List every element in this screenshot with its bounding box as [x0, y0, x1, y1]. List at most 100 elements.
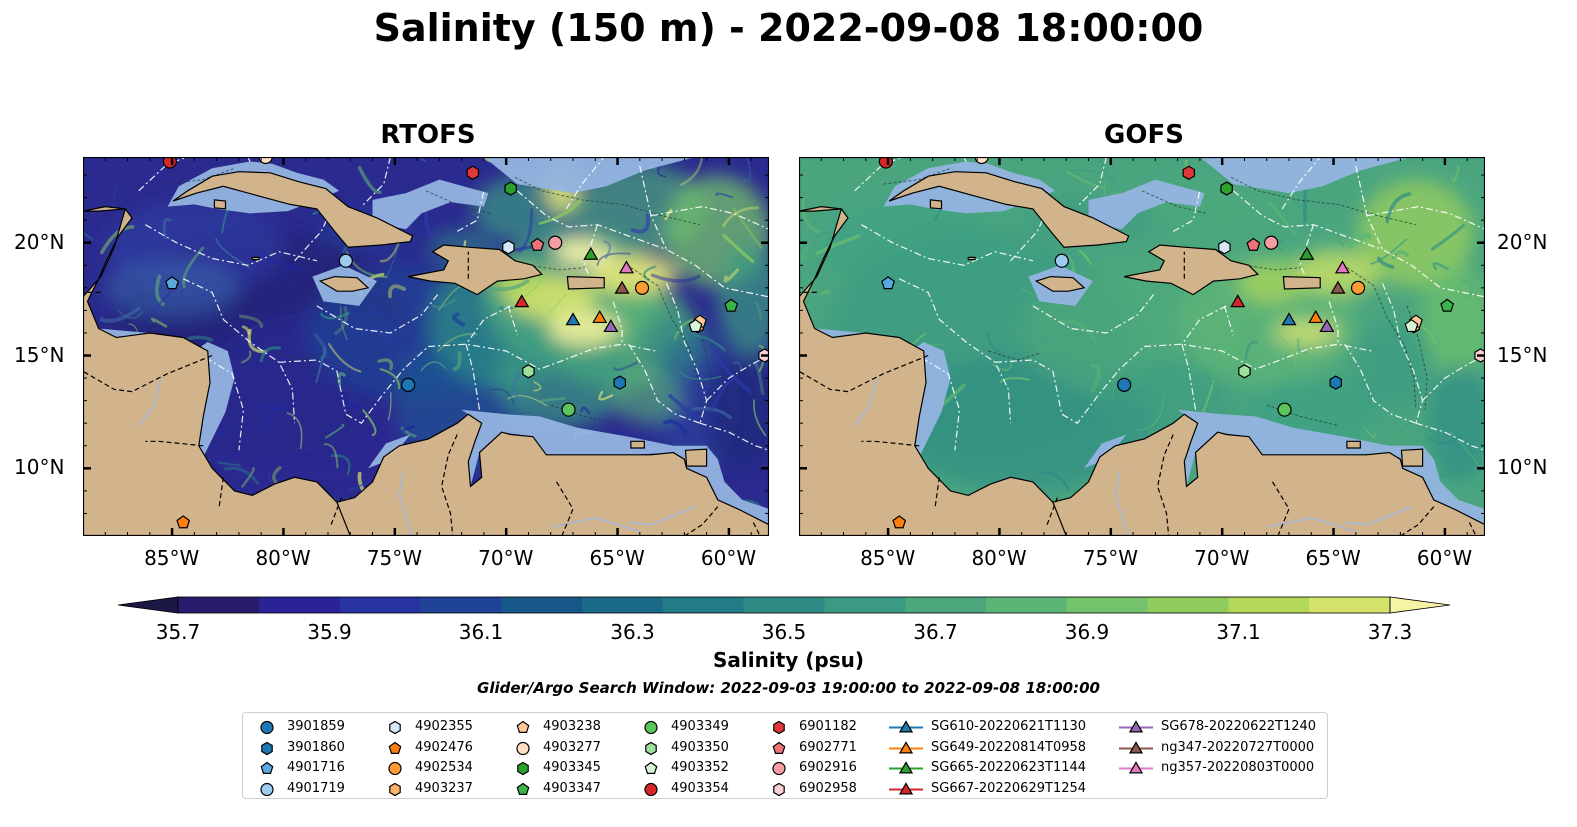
legend-marker-circle-icon	[772, 761, 786, 776]
marker-glider-SG667-20220629T1254	[1230, 294, 1246, 308]
legend-label: 4901719	[287, 780, 345, 796]
marker-float-4902534	[1350, 280, 1366, 295]
marker-glider-SG649-20220814T0958	[1308, 309, 1324, 324]
marker-glider-ng357-20220803T0000	[1334, 260, 1350, 274]
legend-label: 4903347	[543, 780, 601, 796]
legend-line-triangle-icon	[889, 740, 923, 753]
country-border	[1270, 479, 1290, 536]
marker-4903345	[517, 761, 529, 776]
country-border	[934, 477, 940, 509]
legend-label: SG649-20220814T0958	[931, 739, 1087, 755]
marker-float-4902476	[176, 515, 191, 529]
land-central-america	[83, 157, 354, 536]
eez-boundary	[898, 278, 1012, 424]
marker-float-4903354	[162, 157, 177, 169]
colorbar-tick-label: 35.9	[307, 620, 352, 644]
legend-marker-circle-icon	[644, 782, 658, 796]
river	[1344, 506, 1412, 526]
marker-float-4903347	[724, 298, 739, 312]
lon-tick-label: 85°W	[860, 546, 916, 570]
legend-marker-circle-icon	[644, 720, 658, 735]
marker-float-4902355	[1218, 240, 1231, 255]
isobath-contour	[1346, 267, 1417, 410]
legend-marker-circle-icon	[260, 720, 274, 735]
marker-4902534	[388, 761, 402, 776]
legend-label: 4903349	[671, 719, 729, 734]
land-isla-juventud	[213, 199, 227, 210]
marker-float-4901719	[338, 253, 353, 268]
eez-boundary	[650, 205, 769, 230]
marker-float-4902534	[634, 280, 650, 295]
marker-float-3901859	[1117, 377, 1132, 392]
eez-boundary	[639, 165, 769, 298]
river	[138, 377, 162, 426]
colorbar-label: Salinity (psu)	[712, 648, 864, 672]
lon-tick-label: 60°W	[1416, 546, 1473, 570]
eez-boundary	[507, 305, 518, 336]
colorbar-segment	[1309, 597, 1391, 613]
isobath-contour	[1244, 264, 1303, 271]
legend-marker-hexagon-icon	[261, 741, 273, 755]
lon-tick-label: 65°W	[589, 546, 645, 570]
colorbar-tick-label: 36.3	[610, 620, 655, 644]
country-border	[554, 479, 574, 536]
country-border	[218, 477, 224, 509]
marker-6902771	[772, 741, 786, 754]
marker-4903347	[516, 782, 530, 795]
colorbar-tick-label: 37.1	[1216, 620, 1261, 644]
country-border	[1156, 434, 1174, 536]
marker-float-4901719	[1054, 253, 1069, 268]
legend-line-triangle-icon	[889, 761, 923, 774]
colorbar-segment	[824, 597, 906, 613]
colorbar-segment	[420, 597, 502, 613]
legend-label: 4903352	[671, 760, 729, 775]
marker-float-4903352	[1404, 318, 1419, 333]
colorbar-segment	[1147, 597, 1229, 613]
eez-boundary	[821, 339, 961, 451]
legend-marker-circle-icon	[260, 782, 274, 796]
lat-tick-label-right: 10°N	[1497, 455, 1548, 480]
lon-tick-label: 80°W	[971, 546, 1027, 570]
colorbar-segment	[339, 597, 421, 613]
river	[550, 517, 641, 533]
legend-marker-hexagon-icon	[773, 782, 785, 796]
legend-label: 4902355	[415, 719, 473, 734]
marker-float-3901860	[1329, 375, 1343, 390]
legend-label: SG667-20220629T1254	[931, 780, 1087, 796]
legend-line-triangle-icon	[1119, 761, 1153, 774]
country-border	[329, 497, 342, 528]
marker-glider-SG667-20220629T1254	[514, 294, 530, 308]
marker-float-6902916	[1264, 235, 1279, 250]
marker-glider-ng347-20220727T0000	[1330, 280, 1346, 294]
country-border	[1045, 497, 1058, 528]
legend-label: 6902916	[799, 760, 857, 775]
eez-boundary	[628, 343, 701, 424]
map-frame	[799, 157, 1485, 536]
land-margarita	[1346, 440, 1361, 449]
colorbar-tick-label: 36.7	[913, 620, 958, 644]
marker-4901719	[260, 782, 274, 796]
legend-label: 6902958	[799, 780, 857, 796]
legend-label: 4903238	[543, 719, 601, 734]
shelf-region	[1177, 409, 1485, 525]
shelf-region	[1084, 434, 1127, 469]
panel-title-gofs: GOFS	[1104, 120, 1184, 150]
salinity-colorbar	[118, 596, 1451, 614]
colorbar-segment	[178, 597, 260, 613]
eez-boundary	[861, 224, 1034, 266]
colorbar-tick-label: 36.5	[761, 620, 807, 644]
marker-glider-ng357-20220803T0000	[618, 260, 634, 274]
eez-boundary	[994, 346, 1145, 424]
marker-float-4901716	[165, 276, 179, 290]
marker-float-4903345	[1220, 181, 1233, 196]
legend-line-triangle-icon	[1119, 740, 1153, 753]
land-isla-juventud	[929, 199, 943, 210]
lon-tick-label: 70°W	[1194, 546, 1250, 570]
colorbar-segment	[501, 597, 583, 613]
marker-4903237	[389, 782, 401, 796]
legend-marker-pentagon-icon	[388, 741, 402, 754]
marker-float-4903354	[878, 157, 893, 169]
eez-boundary	[145, 224, 318, 266]
lat-tick-label-left: 20°N	[14, 229, 65, 254]
legend-label: 4902476	[415, 739, 473, 755]
